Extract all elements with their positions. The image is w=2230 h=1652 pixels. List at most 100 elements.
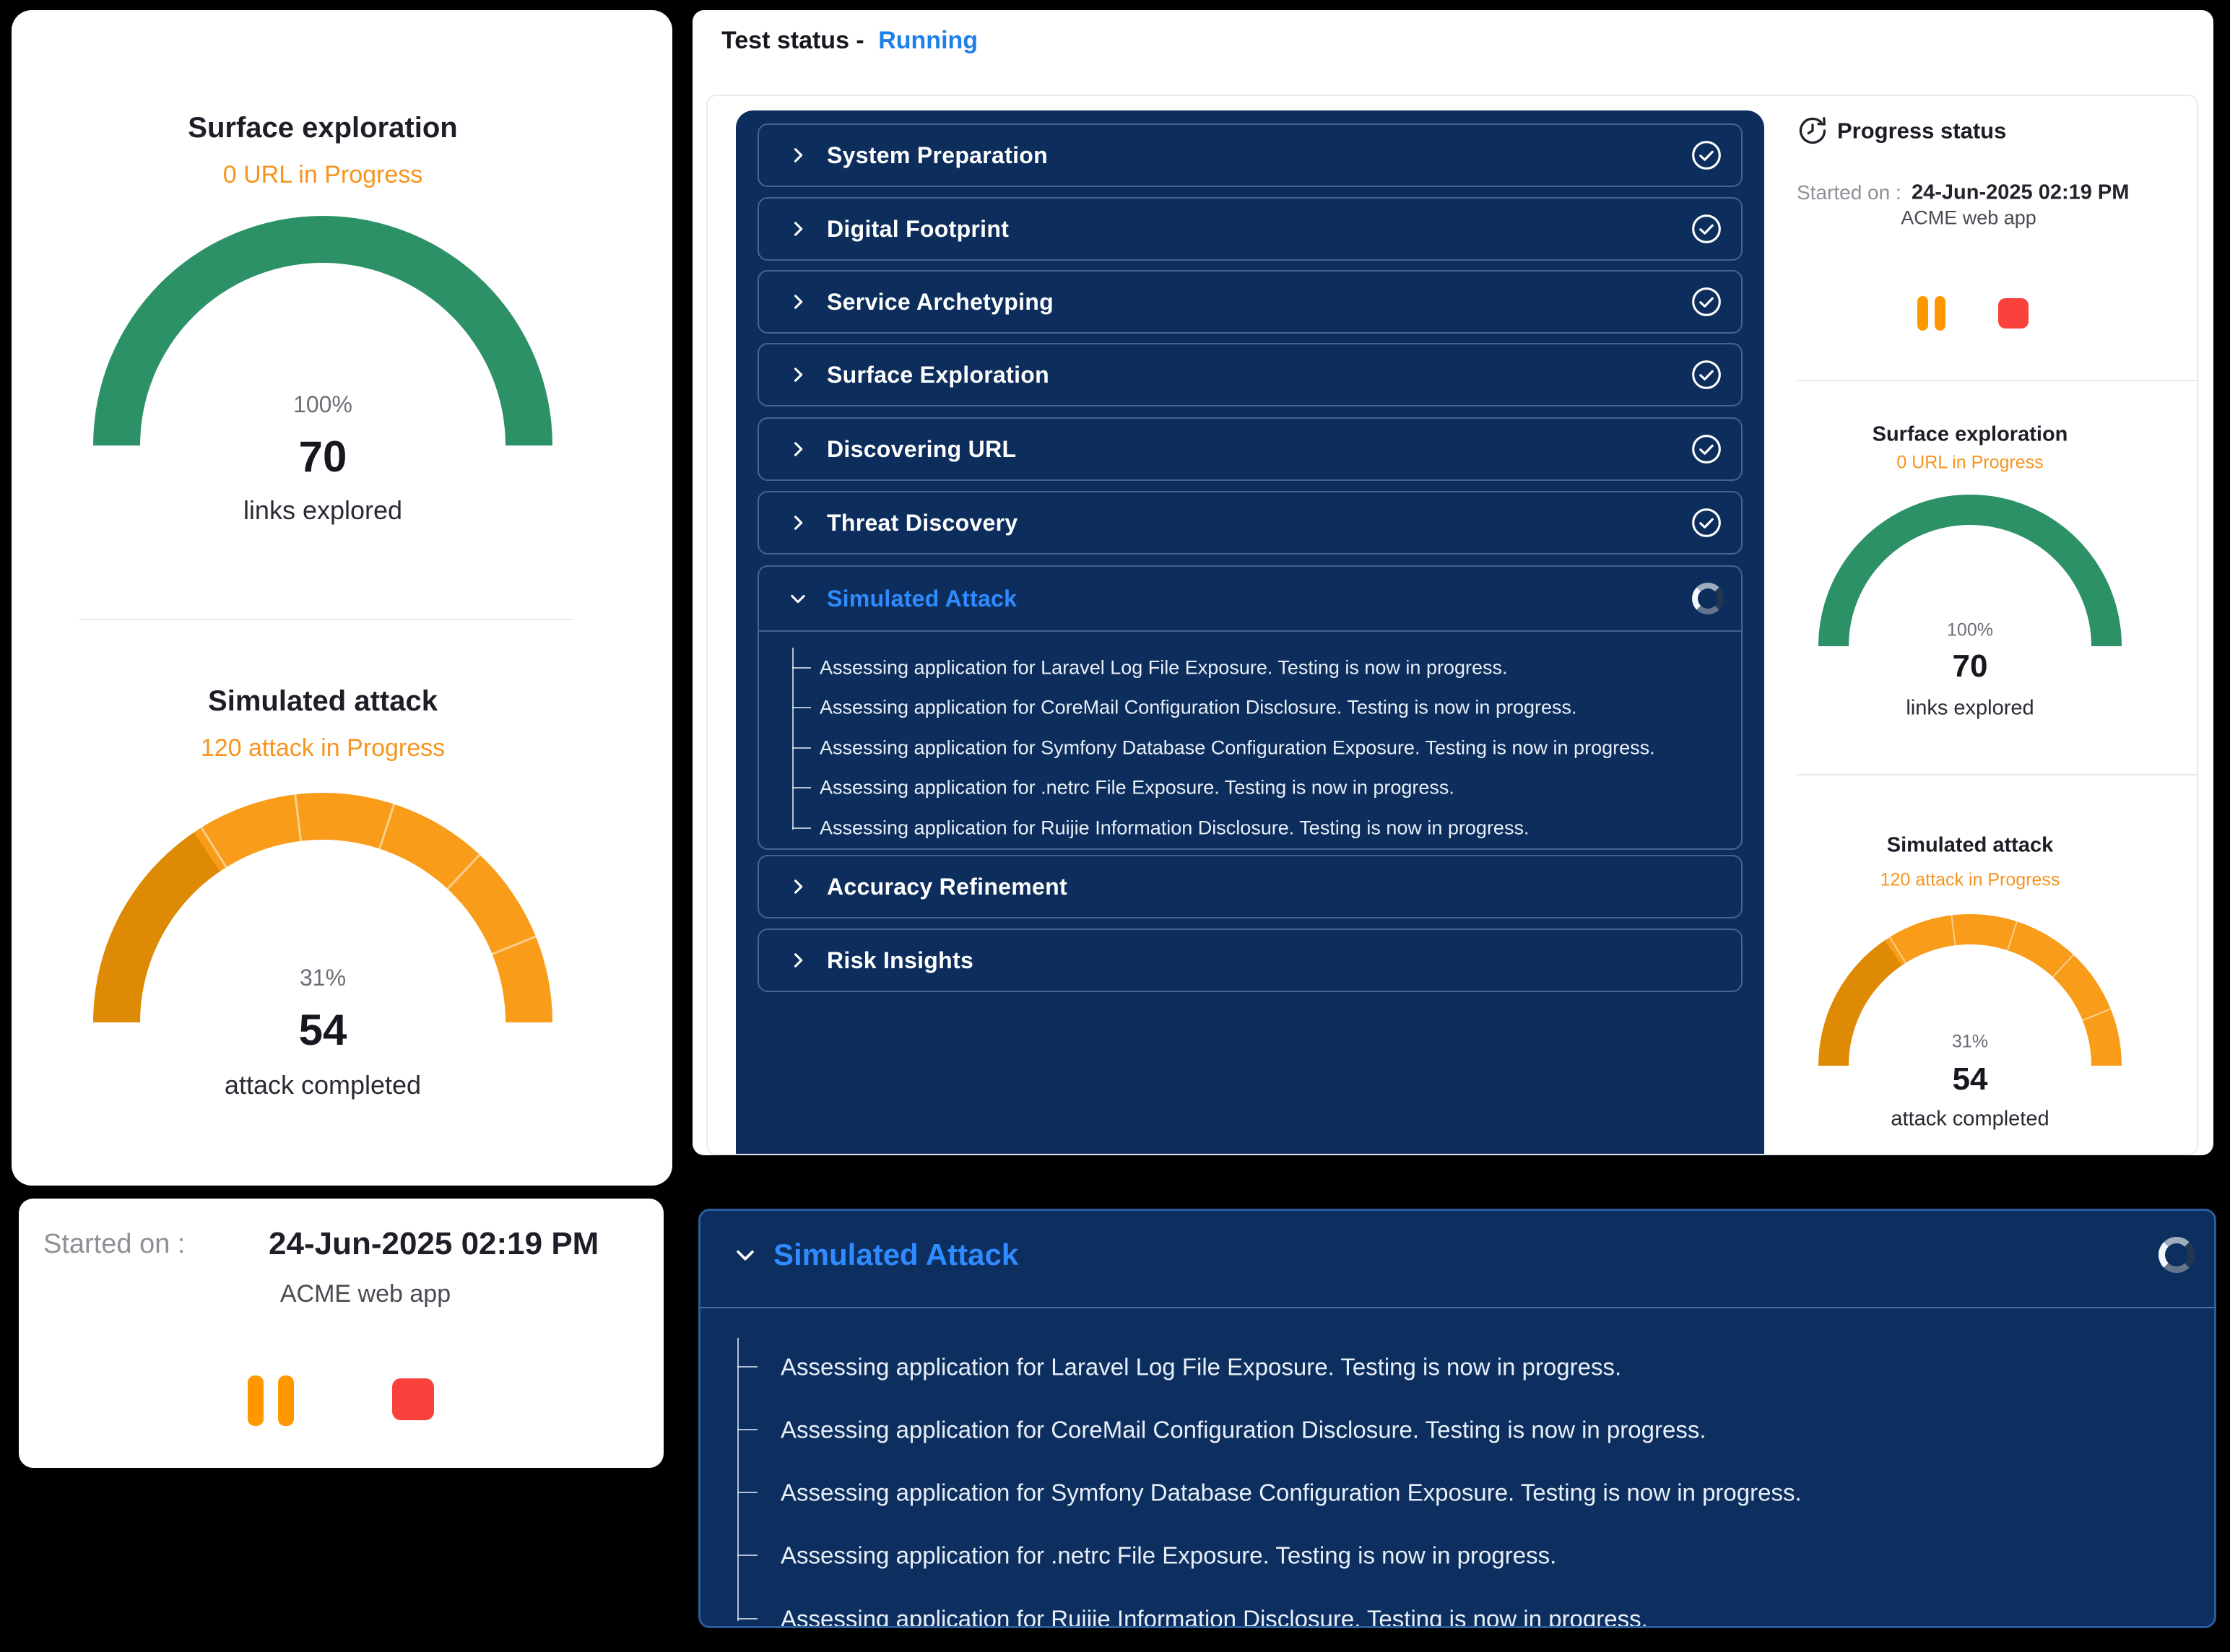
accordion-row-label: Threat Discovery xyxy=(827,509,1018,536)
accordion-row-risk-insights[interactable]: Risk Insights xyxy=(758,929,1743,992)
attack-log-item: Assessing application for .netrc File Ex… xyxy=(781,1542,1557,1569)
accordion-row-label: Risk Insights xyxy=(827,947,974,973)
accordion-row-system-preparation[interactable]: System Preparation xyxy=(758,123,1743,187)
accordion-row-simulated-attack[interactable]: Simulated Attack xyxy=(759,567,1741,630)
attack-log-item: Assessing application for Ruijie Informa… xyxy=(820,817,1530,839)
chevron-right-icon xyxy=(788,365,808,385)
stop-button[interactable] xyxy=(392,1378,434,1420)
attack-log-item: Assessing application for Laravel Log Fi… xyxy=(820,656,1508,679)
surface-gauge-percent: 100% xyxy=(293,391,352,417)
loading-spinner-icon xyxy=(1692,583,1724,614)
sidebar-surface-caption: links explored xyxy=(1906,696,2034,720)
accordion-row-label: System Preparation xyxy=(827,142,1048,168)
sidebar-divider xyxy=(1797,774,2197,775)
pause-icon xyxy=(278,1375,294,1426)
check-circle-icon xyxy=(1691,286,1722,318)
chevron-right-icon xyxy=(788,145,808,165)
accordion-row-label: Discovering URL xyxy=(827,435,1017,462)
sidebar-attack-caption: attack completed xyxy=(1891,1107,2049,1131)
chevron-right-icon xyxy=(788,513,808,533)
chevron-down-icon xyxy=(733,1243,758,1267)
accordion-row-label: Service Archetyping xyxy=(827,288,1054,315)
attack-gauge xyxy=(93,793,552,1022)
chevron-right-icon xyxy=(788,439,808,459)
sidebar-attack-title: Simulated attack xyxy=(1886,833,2054,857)
sidebar-surface-value: 70 xyxy=(1952,648,1988,684)
phase-accordion-panel: System Preparation Digital Footprint Ser… xyxy=(736,110,1764,1154)
sidebar-app-name: ACME web app xyxy=(1901,206,2036,229)
sidebar-attack-subtitle: 120 attack in Progress xyxy=(1880,869,2060,890)
surface-gauge xyxy=(93,216,552,445)
attack-log-item: Assessing application for CoreMail Confi… xyxy=(781,1416,1706,1443)
accordion-section-simulated-attack: Simulated Attack Assessing application f… xyxy=(758,565,1743,850)
test-status-value: Running xyxy=(878,27,979,54)
attack-log-item: Assessing application for CoreMail Confi… xyxy=(820,696,1577,718)
chevron-right-icon xyxy=(788,219,808,239)
simulated-attack-panel: Simulated Attack Assessing application f… xyxy=(698,1209,2216,1628)
attack-gauge-title: Simulated attack xyxy=(208,685,438,717)
attack-log-item: Assessing application for Symfony Databa… xyxy=(820,736,1655,759)
check-circle-icon xyxy=(1691,359,1722,391)
started-label: Started on : xyxy=(43,1229,186,1259)
progress-clock-icon xyxy=(1797,115,1828,147)
check-circle-icon xyxy=(1691,139,1722,171)
tree-line xyxy=(737,1338,739,1621)
attack-gauge-value: 54 xyxy=(298,1006,347,1054)
sidebar-attack-value: 54 xyxy=(1952,1061,1988,1097)
loading-spinner-icon xyxy=(2159,1237,2195,1273)
accordion-row-label: Accuracy Refinement xyxy=(827,873,1067,900)
attack-log-item: Assessing application for Ruijie Informa… xyxy=(781,1605,1648,1628)
tree-line xyxy=(792,648,794,830)
accordion-row-threat-discovery[interactable]: Threat Discovery xyxy=(758,491,1743,555)
chevron-right-icon xyxy=(788,292,808,312)
attack-log-item: Assessing application for Laravel Log Fi… xyxy=(781,1353,1622,1381)
pause-button[interactable] xyxy=(248,1375,294,1426)
attack-log-item: Assessing application for .netrc File Ex… xyxy=(820,776,1454,799)
sidebar-started-value: 24-Jun-2025 02:19 PM xyxy=(1912,181,2130,204)
accordion-row-label: Digital Footprint xyxy=(827,215,1010,242)
simulated-attack-title: Simulated Attack xyxy=(773,1238,1019,1271)
sidebar-surface-subtitle: 0 URL in Progress xyxy=(1896,452,2044,473)
card-divider xyxy=(79,619,573,620)
pause-icon xyxy=(1935,296,1945,331)
sidebar-surface-percent: 100% xyxy=(1947,620,1993,640)
progress-sidebar: Progress status Started on : 24-Jun-2025… xyxy=(708,96,2197,1154)
simulated-attack-header[interactable]: Simulated Attack xyxy=(700,1211,2214,1308)
status-inner-panel: System Preparation Digital Footprint Ser… xyxy=(706,95,2198,1155)
test-status-label: Test status - xyxy=(721,27,864,54)
stop-button[interactable] xyxy=(1998,298,2029,329)
pause-icon xyxy=(248,1375,264,1426)
test-status-card: Test status - Running System Preparation… xyxy=(693,10,2213,1155)
chevron-right-icon xyxy=(788,877,808,897)
accordion-row-accuracy-refinement[interactable]: Accuracy Refinement xyxy=(758,855,1743,918)
accordion-row-digital-footprint[interactable]: Digital Footprint xyxy=(758,197,1743,261)
pause-button[interactable] xyxy=(1917,296,1946,331)
surface-gauge-caption: links explored xyxy=(243,495,403,525)
accordion-row-label: Surface Exploration xyxy=(827,361,1049,388)
accordion-row-label: Simulated Attack xyxy=(827,585,1018,612)
app-name: ACME web app xyxy=(279,1280,451,1308)
surface-gauge-value: 70 xyxy=(298,432,347,481)
sidebar-attack-gauge xyxy=(1818,914,2122,1066)
check-circle-icon xyxy=(1691,433,1722,465)
accordion-row-surface-exploration[interactable]: Surface Exploration xyxy=(758,343,1743,407)
sidebar-attack-percent: 31% xyxy=(1951,1031,1989,1052)
accordion-row-service-archetyping[interactable]: Service Archetyping xyxy=(758,270,1743,334)
surface-gauge-subtitle: 0 URL in Progress xyxy=(222,161,423,188)
started-value: 24-Jun-2025 02:19 PM xyxy=(269,1226,599,1261)
progress-status-title: Progress status xyxy=(1837,118,2007,144)
surface-gauge-title: Surface exploration xyxy=(188,112,458,144)
check-circle-icon xyxy=(1691,507,1722,539)
check-circle-icon xyxy=(1691,213,1722,245)
exploration-summary-card: Surface exploration 0 URL in Progress 10… xyxy=(12,10,672,1186)
chevron-right-icon xyxy=(788,950,808,970)
test-status-header: Test status - Running xyxy=(721,28,978,53)
attack-gauge-subtitle: 120 attack in Progress xyxy=(200,734,446,762)
section-divider xyxy=(700,1307,2214,1308)
sidebar-started-label: Started on : xyxy=(1797,181,1901,204)
pause-icon xyxy=(1917,296,1928,331)
started-on-card: Started on : 24-Jun-2025 02:19 PM ACME w… xyxy=(19,1199,664,1468)
accordion-row-discovering-url[interactable]: Discovering URL xyxy=(758,417,1743,481)
attack-gauge-percent: 31% xyxy=(299,965,347,991)
section-divider xyxy=(759,630,1741,632)
